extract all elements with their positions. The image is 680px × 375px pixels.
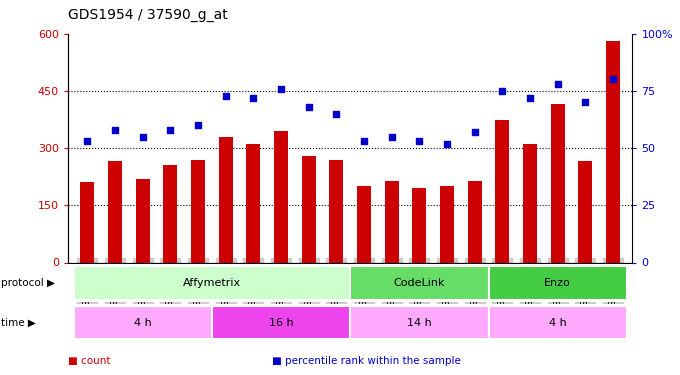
Text: 16 h: 16 h <box>269 318 293 327</box>
Bar <box>350 266 488 300</box>
Point <box>275 86 286 92</box>
Text: CodeLink: CodeLink <box>394 278 445 288</box>
Bar <box>73 266 350 300</box>
Point <box>552 81 563 87</box>
Bar <box>191 159 205 262</box>
Bar <box>413 188 426 262</box>
Point <box>580 99 591 105</box>
Bar <box>385 180 398 262</box>
Bar <box>488 266 627 300</box>
Bar <box>108 162 122 262</box>
Point <box>358 138 369 144</box>
Point <box>608 76 619 82</box>
Point <box>497 88 508 94</box>
Bar <box>551 104 564 262</box>
Bar <box>163 165 177 262</box>
Point <box>469 129 480 135</box>
Bar <box>73 306 212 339</box>
Bar <box>350 306 488 339</box>
Bar <box>80 182 95 262</box>
Bar <box>246 144 260 262</box>
Text: 4 h: 4 h <box>549 318 566 327</box>
Bar <box>496 120 509 262</box>
Bar <box>523 144 537 262</box>
Bar <box>136 178 150 262</box>
Point <box>82 138 92 144</box>
Bar <box>579 162 592 262</box>
Text: ■ percentile rank within the sample: ■ percentile rank within the sample <box>272 356 461 366</box>
Text: Affymetrix: Affymetrix <box>183 278 241 288</box>
Bar <box>468 180 481 262</box>
Text: Enzo: Enzo <box>544 278 571 288</box>
Bar <box>440 186 454 262</box>
Point <box>386 134 397 140</box>
Point <box>248 95 259 101</box>
Bar <box>274 131 288 262</box>
Point <box>331 111 342 117</box>
Bar <box>488 306 627 339</box>
Point <box>441 141 452 147</box>
Point <box>414 138 425 144</box>
Point <box>192 122 203 128</box>
Bar <box>329 159 343 262</box>
Text: 4 h: 4 h <box>134 318 152 327</box>
Bar <box>302 156 316 262</box>
Point <box>165 127 176 133</box>
Text: time ▶: time ▶ <box>1 318 35 327</box>
Point <box>524 95 535 101</box>
Point <box>109 127 120 133</box>
Point <box>303 104 314 110</box>
Point <box>220 93 231 99</box>
Text: GDS1954 / 37590_g_at: GDS1954 / 37590_g_at <box>68 9 228 22</box>
Bar <box>357 186 371 262</box>
Bar <box>212 306 350 339</box>
Point <box>137 134 148 140</box>
Text: protocol ▶: protocol ▶ <box>1 278 54 288</box>
Text: 14 h: 14 h <box>407 318 432 327</box>
Text: ■ count: ■ count <box>68 356 110 366</box>
Bar <box>219 136 233 262</box>
Bar <box>606 41 620 262</box>
